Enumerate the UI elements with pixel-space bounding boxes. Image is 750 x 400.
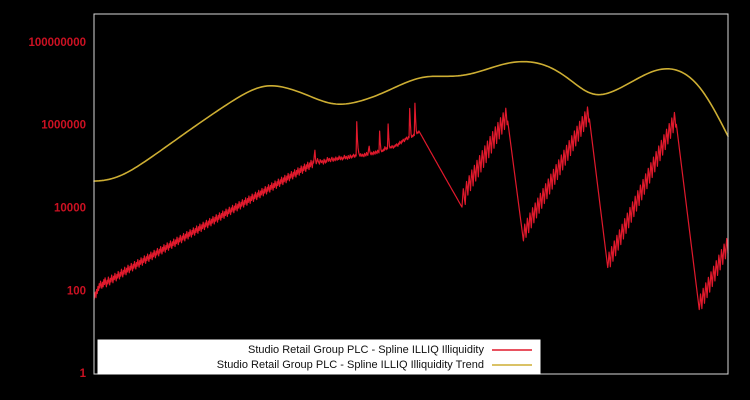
plot-area-background xyxy=(94,14,728,374)
legend[interactable]: Studio Retail Group PLC - Spline ILLIQ I… xyxy=(97,339,541,375)
y-axis-tick-label: 100 xyxy=(67,285,86,297)
data-series-layer xyxy=(93,60,729,311)
y-axis-tick-label: 1 xyxy=(80,368,87,380)
y-axis-tick-label: 10000 xyxy=(54,202,86,214)
series-line-1 xyxy=(93,102,729,311)
y-axis-tick-label: 100000000 xyxy=(28,37,86,49)
y-axis-tick-label: 1000000 xyxy=(41,120,86,132)
y-axis-tick-labels: 100000000 1000000 10000 100 1 xyxy=(28,37,86,380)
series-line-2 xyxy=(93,60,729,182)
legend-label-1: Studio Retail Group PLC - Spline ILLIQ I… xyxy=(248,344,485,356)
legend-box xyxy=(97,339,541,375)
legend-label-2: Studio Retail Group PLC - Spline ILLIQ I… xyxy=(217,359,484,371)
